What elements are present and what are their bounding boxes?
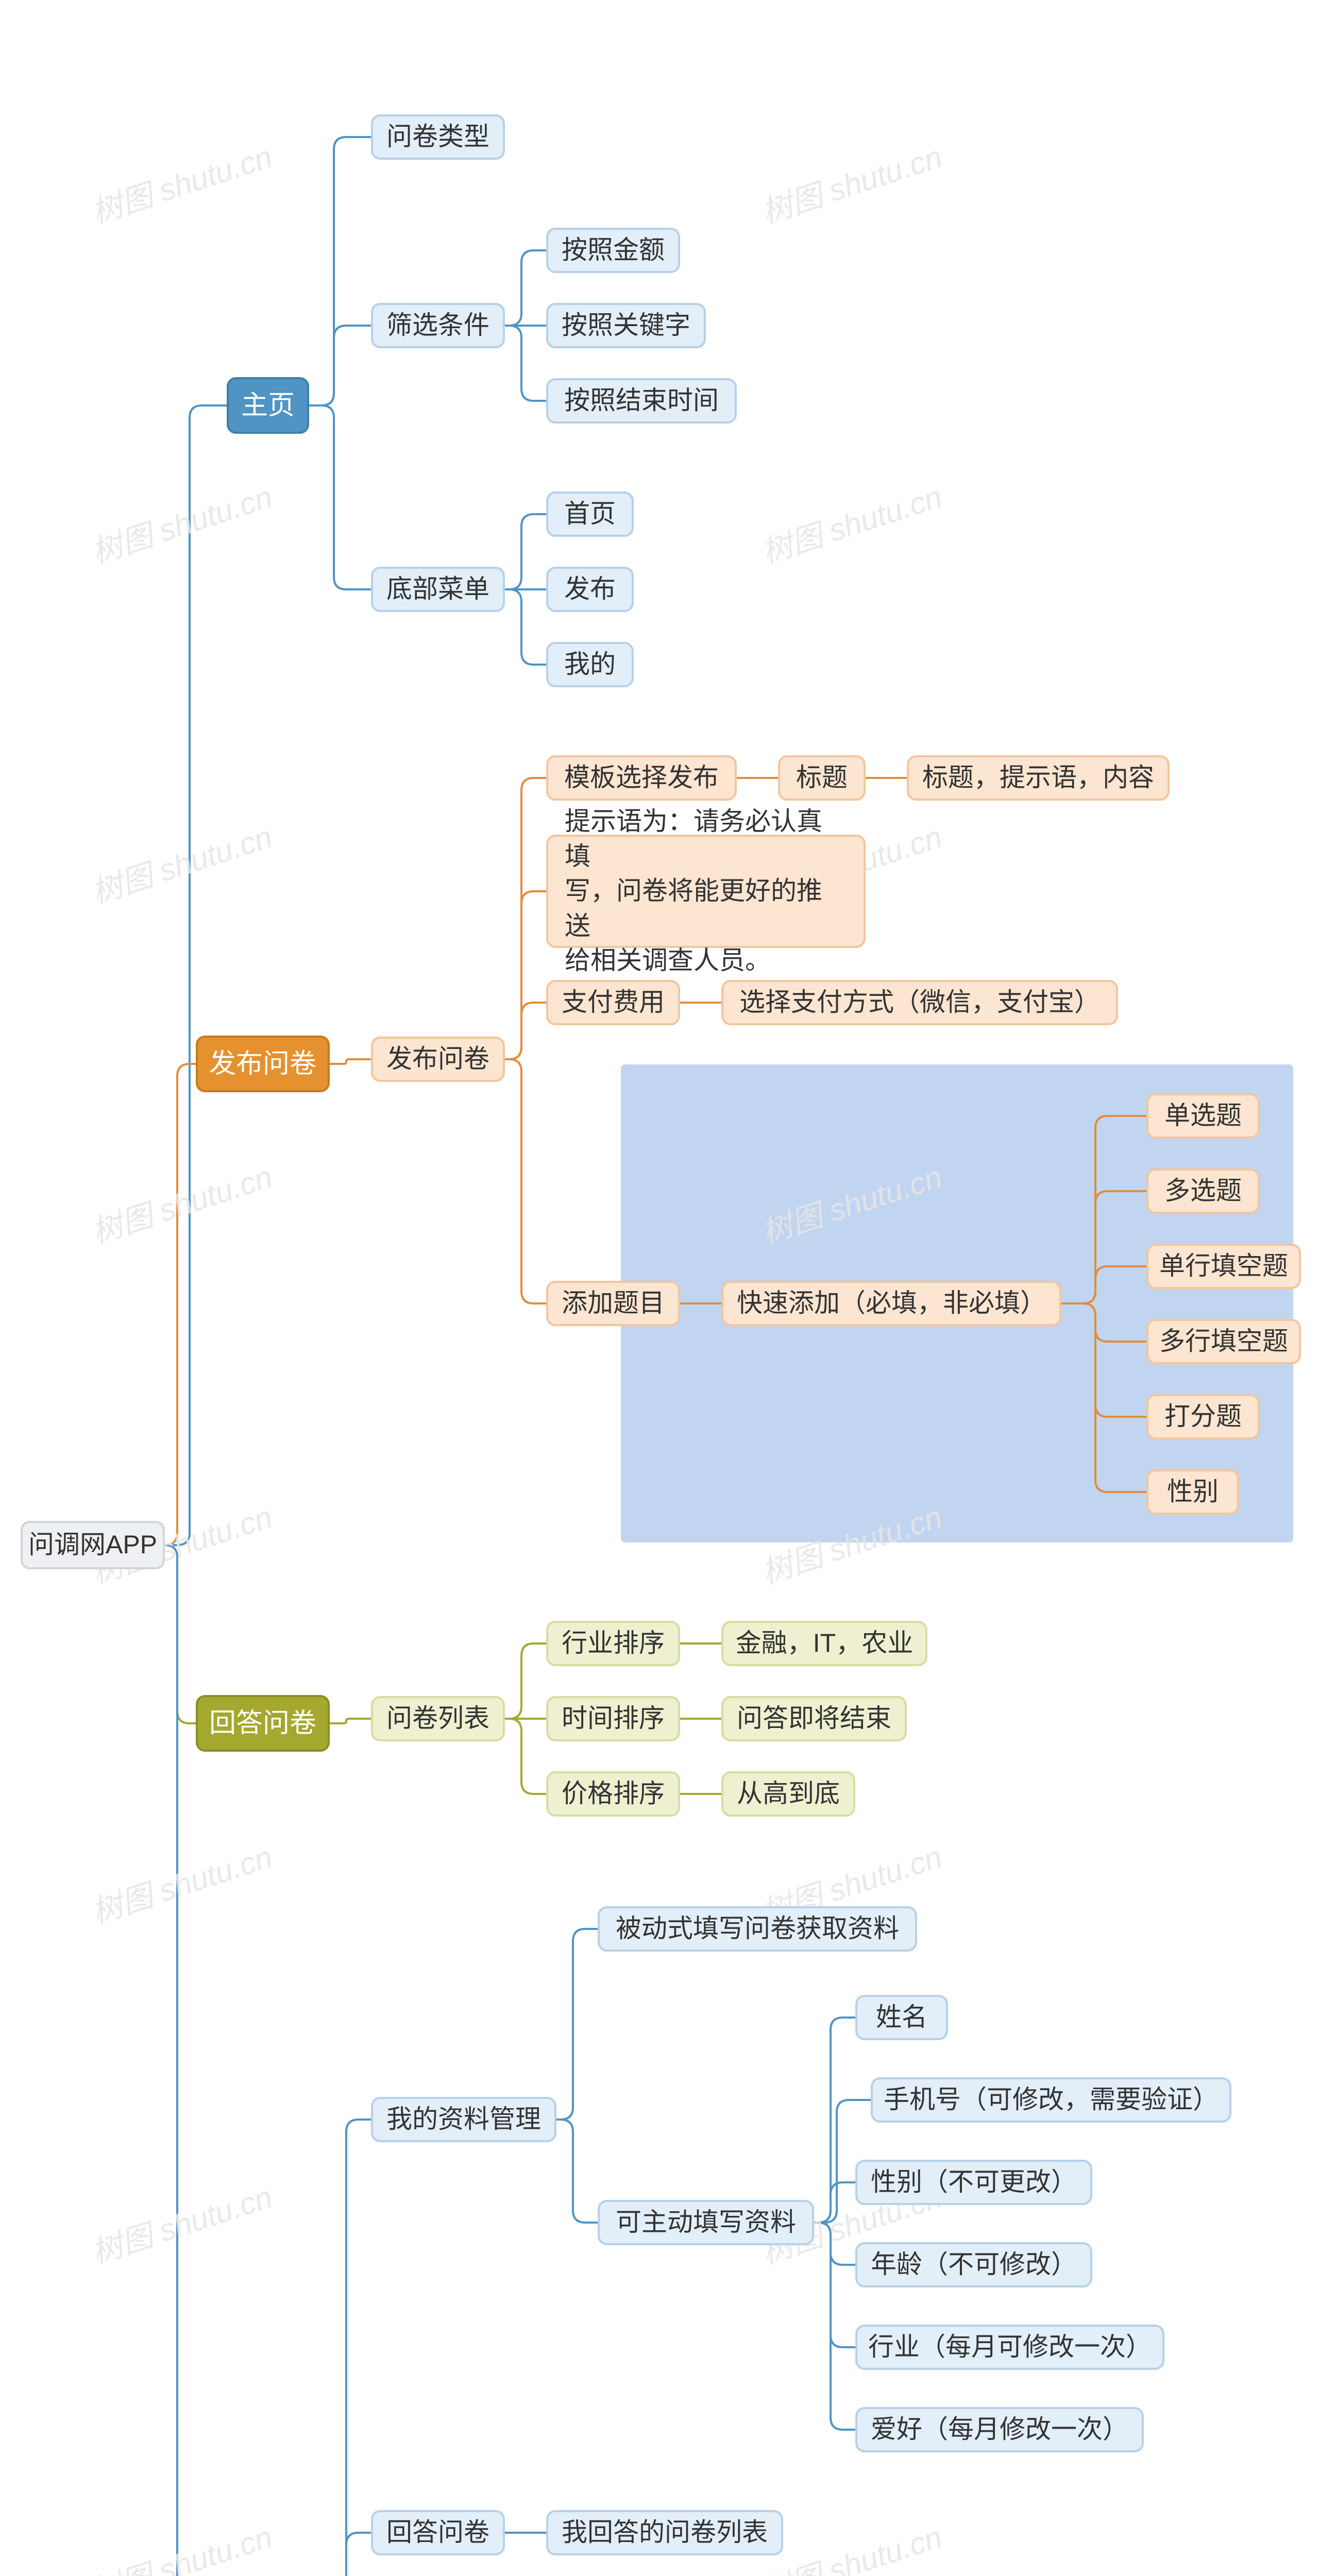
- mindmap-node[interactable]: 标题: [778, 755, 866, 801]
- mindmap-node[interactable]: 性别（不可更改）: [855, 2160, 1092, 2205]
- mindmap-node[interactable]: 发布: [546, 567, 634, 612]
- watermark-text: 树图 shutu.cn: [85, 2172, 277, 2273]
- mindmap-node[interactable]: 支付费用: [546, 980, 680, 1025]
- watermark-text: 树图 shutu.cn: [755, 132, 947, 232]
- mindmap-node[interactable]: 被动式填写问卷获取资料: [598, 1906, 917, 1952]
- watermark-text: 树图 shutu.cn: [85, 812, 277, 912]
- mindmap-node[interactable]: 回答问卷: [196, 1695, 330, 1752]
- mindmap-node[interactable]: 行业排序: [546, 1621, 680, 1666]
- watermark-text: 树图 shutu.cn: [85, 1832, 277, 1933]
- mindmap-node[interactable]: 可主动填写资料: [598, 2200, 814, 2245]
- mindmap-node[interactable]: 单行填空题: [1146, 1244, 1301, 1289]
- mindmap-node[interactable]: 我回答的问卷列表: [546, 2510, 783, 2555]
- mindmap-node[interactable]: 发布问卷: [371, 1037, 505, 1082]
- watermark-text: 树图 shutu.cn: [85, 2512, 277, 2576]
- mindmap-node[interactable]: 底部菜单: [371, 567, 505, 612]
- mindmap-node[interactable]: 多行填空题: [1146, 1319, 1301, 1364]
- mindmap-node[interactable]: 行业（每月可修改一次）: [855, 2325, 1164, 2370]
- mindmap-node[interactable]: 姓名: [855, 1995, 948, 2040]
- mindmap-node[interactable]: 从高到底: [721, 1771, 855, 1817]
- mindmap-node[interactable]: 标题，提示语，内容: [907, 755, 1170, 801]
- watermark-text: 树图 shutu.cn: [85, 472, 277, 572]
- mindmap-node[interactable]: 按照金额: [546, 228, 680, 273]
- mindmap-node[interactable]: 问卷列表: [371, 1696, 505, 1741]
- mindmap-node[interactable]: 打分题: [1146, 1394, 1260, 1439]
- mindmap-node[interactable]: 快速添加（必填，非必填）: [721, 1281, 1061, 1326]
- mindmap-node[interactable]: 价格排序: [546, 1771, 680, 1817]
- mindmap-node[interactable]: 选择支付方式（微信，支付宝）: [721, 980, 1118, 1025]
- mindmap-node[interactable]: 回答问卷: [371, 2510, 505, 2555]
- mindmap-node[interactable]: 爱好（每月修改一次）: [855, 2407, 1144, 2452]
- mindmap-node[interactable]: 金融，IT，农业: [721, 1621, 927, 1666]
- mindmap-node[interactable]: 性别: [1146, 1469, 1239, 1515]
- watermark-text: 树图 shutu.cn: [85, 1152, 277, 1252]
- mindmap-node[interactable]: 单选题: [1146, 1093, 1260, 1139]
- mindmap-node[interactable]: 筛选条件: [371, 303, 505, 348]
- mindmap-node[interactable]: 问答即将结束: [721, 1696, 907, 1741]
- mindmap-node[interactable]: 提示语为：请务必认真填 写，问卷将能更好的推送 给相关调查人员。: [546, 835, 866, 948]
- watermark-text: 树图 shutu.cn: [85, 132, 277, 232]
- mindmap-node[interactable]: 主页: [227, 377, 309, 434]
- mindmap-node[interactable]: 年龄（不可修改）: [855, 2242, 1092, 2287]
- watermark-text: 树图 shutu.cn: [755, 2512, 947, 2576]
- mindmap-node[interactable]: 按照关键字: [546, 303, 706, 348]
- mindmap-node[interactable]: 首页: [546, 492, 634, 537]
- mindmap-node[interactable]: 我的: [546, 642, 634, 687]
- mindmap-node[interactable]: 我的资料管理: [371, 2097, 556, 2142]
- mindmap-node[interactable]: 发布问卷: [196, 1036, 330, 1092]
- mindmap-canvas: 树图 shutu.cn 树图 shutu.cn 树图 shutu.cn 树图 shut…: [0, 0, 1319, 2576]
- mindmap-node[interactable]: 问卷类型: [371, 114, 505, 160]
- watermark-text: 树图 shutu.cn: [755, 472, 947, 572]
- mindmap-node[interactable]: 按照结束时间: [546, 378, 737, 423]
- mindmap-node[interactable]: 手机号（可修改，需要验证）: [871, 2077, 1231, 2123]
- mindmap-node[interactable]: 添加题目: [546, 1281, 680, 1326]
- mindmap-node[interactable]: 模板选择发布: [546, 755, 737, 801]
- mindmap-node[interactable]: 多选题: [1146, 1168, 1260, 1214]
- mindmap-node[interactable]: 问调网APP: [21, 1521, 165, 1569]
- mindmap-node[interactable]: 时间排序: [546, 1696, 680, 1741]
